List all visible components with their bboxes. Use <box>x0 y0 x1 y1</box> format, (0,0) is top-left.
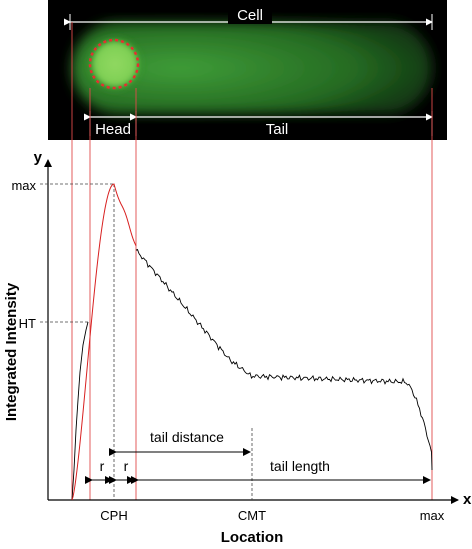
distance-annotations: tail distance tail length r r <box>85 429 431 484</box>
head-dotted-circle <box>88 38 140 90</box>
y-axis-title: Integrated Intensity <box>3 282 20 421</box>
red-guide-lines <box>71 22 433 500</box>
comet-head-core <box>93 42 137 86</box>
x-tick-max: max <box>420 508 445 523</box>
tail-distance-label: tail distance <box>150 429 224 445</box>
r-left-label: r <box>100 458 105 474</box>
plot-axes: y x Integrated Intensity Location <box>3 149 472 546</box>
x-tick-cmt: CMT <box>238 508 266 523</box>
micrograph-panel: Cell Head Tail <box>48 0 447 140</box>
intensity-profile-leading-edge <box>71 321 89 501</box>
comet-image <box>72 22 432 114</box>
cell-label-backing <box>228 4 272 24</box>
r-right-label: r <box>124 458 129 474</box>
cell-label: Cell <box>237 7 263 24</box>
y-levels: max HT <box>11 178 114 331</box>
y-tick-max: max <box>11 178 36 193</box>
intensity-profile-head <box>71 183 137 501</box>
x-ticks: CPH CMT max <box>100 508 445 523</box>
x-axis-letter: x <box>463 491 472 508</box>
tail-length-label: tail length <box>270 458 330 474</box>
intensity-profile-tail <box>135 248 433 471</box>
tail-label: Tail <box>266 121 289 138</box>
y-axis-letter: y <box>34 149 43 166</box>
x-axis-title: Location <box>221 529 284 544</box>
x-tick-cph: CPH <box>100 508 127 523</box>
comet-tail-glow <box>72 22 432 114</box>
head-label: Head <box>95 121 131 138</box>
y-tick-ht: HT <box>19 316 36 331</box>
